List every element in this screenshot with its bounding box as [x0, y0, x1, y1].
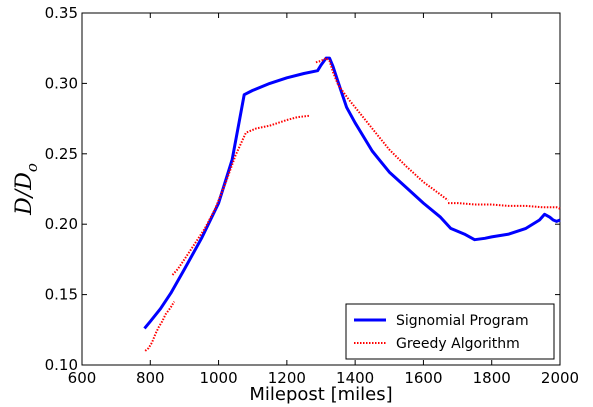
- y-tick-label: 0.35: [45, 4, 78, 22]
- series-line-greedy: [144, 301, 176, 352]
- y-tick-label: 0.15: [45, 286, 78, 304]
- series-line-greedy: [448, 202, 561, 210]
- x-tick-label: 1600: [404, 369, 442, 387]
- ticks: [81, 12, 561, 366]
- x-tick-label: 2000: [541, 369, 579, 387]
- tick-labels: 600 800 1000 1200 1400 1600 1800 2000 0.10 0.15 0.…: [45, 4, 580, 387]
- y-axis-label-main: D: [12, 197, 37, 216]
- y-axis-label-sub: o: [23, 163, 41, 172]
- y-tick-label: 0.20: [45, 215, 78, 233]
- y-tick-label: 0.30: [45, 74, 78, 92]
- x-tick-label: 600: [68, 369, 97, 387]
- series-line-greedy: [315, 56, 449, 202]
- y-axis-label: D/Do: [12, 163, 41, 216]
- svg-text:D/Do: D/Do: [12, 163, 41, 216]
- y-axis-label-base: D: [12, 172, 37, 191]
- series-layer: [143, 56, 561, 352]
- legend-label-greedy: Greedy Algorithm: [396, 336, 520, 352]
- series-line-signomial: [143, 56, 561, 330]
- x-tick-label: 1200: [268, 369, 306, 387]
- legend: Signomial Program Greedy Algorithm: [345, 303, 555, 360]
- legend-box: [345, 303, 555, 360]
- y-tick-label: 0.25: [45, 145, 78, 163]
- legend-label-signomial: Signomial Program: [396, 313, 529, 329]
- x-tick-label: 1800: [473, 369, 511, 387]
- x-axis-label: Milepost [miles]: [249, 384, 392, 405]
- y-axis-label-sep: /: [12, 187, 37, 199]
- x-tick-label: 1000: [199, 369, 237, 387]
- y-tick-label: 0.10: [45, 356, 78, 374]
- x-tick-label: 1400: [336, 369, 374, 387]
- series-line-greedy: [171, 114, 310, 276]
- x-tick-label: 800: [136, 369, 165, 387]
